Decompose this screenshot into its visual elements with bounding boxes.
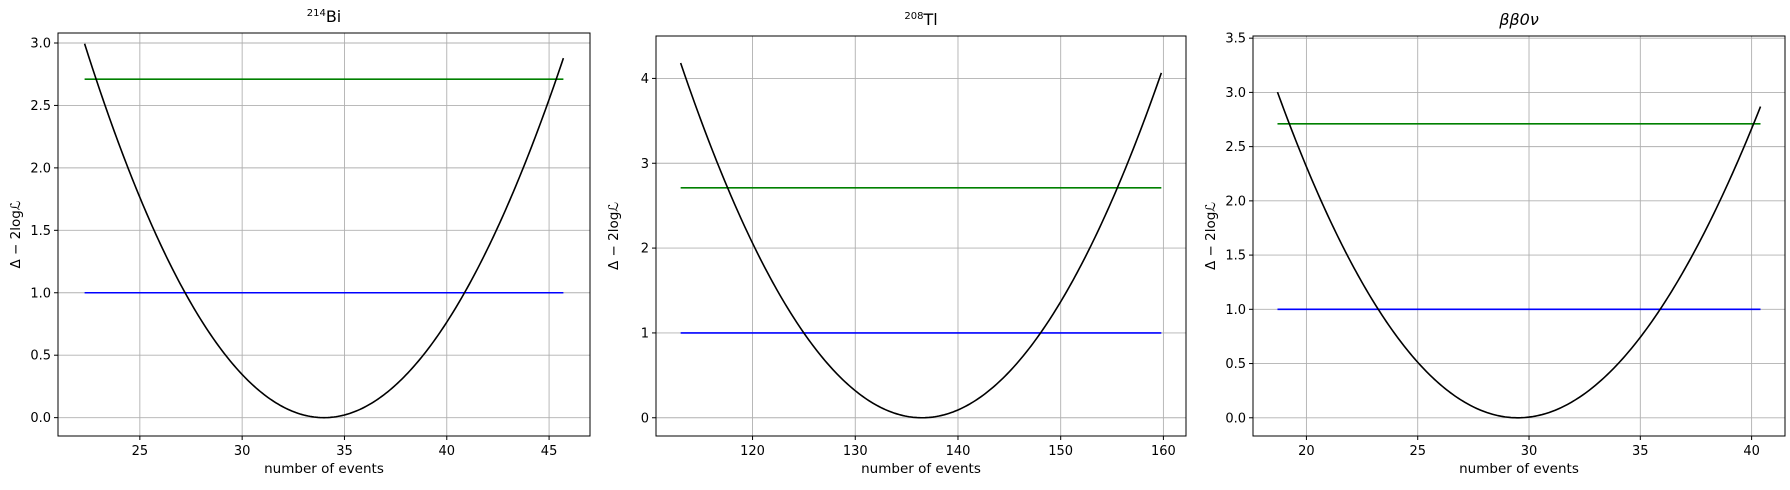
bi214-y-axis-label: Δ − 2logℒ — [8, 200, 24, 268]
subplot-bb0nu: 20 25 30 35 40 0.0 0.5 1.0 1.5 2.0 2.5 3.0 3.5 number… — [1203, 10, 1786, 477]
bb0nu-x-axis-label: number of events — [1459, 461, 1579, 477]
bi214-x-tick-label: 40 — [438, 444, 455, 459]
subplot-bi214: 25 30 35 40 45 0.0 0.5 1.0 1.5 2.0 2.5 3.0 number of… — [8, 7, 591, 477]
bi214-x-tick-label: 25 — [132, 444, 149, 459]
bb0nu-y-tick-label: 2.0 — [1225, 194, 1246, 209]
bi214-x-tick-label: 45 — [541, 444, 558, 459]
tl208-y-tick-label: 1 — [641, 326, 649, 341]
bi214-title-superscript: 214 — [307, 8, 326, 19]
tl208-title: 208Tl — [904, 10, 937, 29]
bb0nu-x-tick-label: 35 — [1632, 444, 1649, 459]
tl208-likelihood-curve — [679, 62, 1163, 419]
bb0nu-x-tick-label: 25 — [1409, 444, 1426, 459]
tl208-x-tick-label: 150 — [1048, 444, 1073, 459]
tl208-y-tick-label: 0 — [641, 411, 649, 426]
tl208-x-tick-label: 120 — [740, 444, 765, 459]
tl208-title-superscript: 208 — [904, 11, 923, 22]
bi214-y-tick-label: 1.0 — [30, 286, 51, 301]
bb0nu-likelihood-curve — [1276, 91, 1762, 419]
tl208-x-tick-label: 130 — [843, 444, 868, 459]
tl208-y-tick-label: 4 — [641, 72, 649, 87]
subplot-tl208: 120 130 140 150 160 0 1 2 3 4 number of events Δ − … — [606, 10, 1187, 477]
bb0nu-x-tick-label: 20 — [1298, 444, 1315, 459]
tl208-x-tick-label: 140 — [946, 444, 971, 459]
tl208-y-axis-label: Δ − 2logℒ — [606, 202, 622, 270]
bb0nu-axes-frame — [1252, 35, 1786, 437]
bb0nu-x-tick-label: 30 — [1521, 444, 1538, 459]
bi214-y-tick-label: 3.0 — [30, 36, 51, 51]
bb0nu-y-tick-label: 2.5 — [1225, 140, 1246, 155]
bb0nu-title-main: ββ0ν — [1498, 10, 1539, 29]
bi214-y-tick-label: 0.5 — [30, 349, 51, 364]
tl208-y-tick-label: 2 — [641, 242, 649, 257]
bb0nu-y-tick-label: 1.0 — [1225, 303, 1246, 318]
bi214-y-tick-label: 2.5 — [30, 99, 51, 114]
bi214-axes-frame — [57, 32, 591, 437]
bi214-title: 214Bi — [307, 7, 342, 26]
bb0nu-y-tick-label: 1.5 — [1225, 249, 1246, 264]
tl208-title-main: Tl — [922, 10, 937, 29]
bb0nu-x-tick-label: 40 — [1743, 444, 1760, 459]
tl208-x-axis-label: number of events — [861, 461, 981, 477]
bb0nu-title: ββ0ν — [1498, 10, 1539, 29]
tl208-y-tick-label: 3 — [641, 157, 649, 172]
bb0nu-y-axis-label: Δ − 2logℒ — [1203, 202, 1219, 270]
bb0nu-y-tick-label: 0.0 — [1225, 411, 1246, 426]
bi214-x-tick-label: 35 — [336, 444, 353, 459]
bi214-x-tick-label: 30 — [234, 444, 251, 459]
bb0nu-y-tick-label: 3.0 — [1225, 86, 1246, 101]
bi214-x-axis-label: number of events — [264, 461, 384, 477]
bi214-y-tick-label: 1.5 — [30, 224, 51, 239]
bi214-title-main: Bi — [326, 7, 341, 26]
tl208-axes-frame — [655, 35, 1187, 437]
bi214-y-tick-label: 2.0 — [30, 161, 51, 176]
bb0nu-y-tick-label: 3.5 — [1225, 32, 1246, 47]
bi214-likelihood-curve — [83, 43, 565, 419]
tl208-x-tick-label: 160 — [1151, 444, 1176, 459]
bb0nu-y-tick-label: 0.5 — [1225, 357, 1246, 372]
bi214-y-tick-label: 0.0 — [30, 411, 51, 426]
